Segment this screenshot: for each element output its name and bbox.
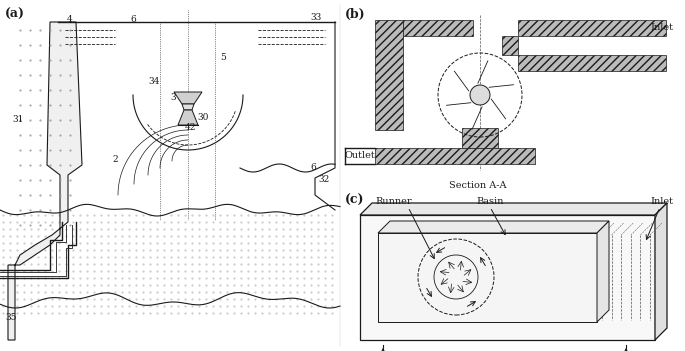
Bar xyxy=(403,20,473,36)
Text: 6: 6 xyxy=(130,14,136,24)
Text: 5: 5 xyxy=(220,53,226,62)
Text: 2: 2 xyxy=(112,155,118,165)
Bar xyxy=(518,55,666,71)
Text: 3: 3 xyxy=(170,93,175,101)
Polygon shape xyxy=(378,233,597,322)
Text: 30: 30 xyxy=(197,113,208,122)
Text: 42: 42 xyxy=(185,124,197,132)
Text: 31: 31 xyxy=(12,115,23,125)
Text: Basin: Basin xyxy=(476,198,503,206)
Text: (b): (b) xyxy=(345,7,366,20)
Bar xyxy=(375,148,535,164)
Polygon shape xyxy=(360,215,655,340)
Polygon shape xyxy=(360,203,667,215)
Bar xyxy=(375,20,403,130)
Bar xyxy=(502,36,518,55)
Polygon shape xyxy=(178,110,198,125)
Text: (c): (c) xyxy=(345,193,364,206)
Text: 34: 34 xyxy=(148,78,160,86)
Text: Inlet: Inlet xyxy=(650,198,673,206)
Text: Runner: Runner xyxy=(375,198,412,206)
Polygon shape xyxy=(182,104,194,110)
Polygon shape xyxy=(8,22,82,340)
Text: 6: 6 xyxy=(310,164,316,172)
Polygon shape xyxy=(655,203,667,340)
Text: Section A-A: Section A-A xyxy=(449,180,507,190)
Bar xyxy=(518,20,666,36)
Text: 35: 35 xyxy=(5,313,16,323)
Text: 32: 32 xyxy=(318,176,329,185)
Text: 4: 4 xyxy=(67,14,73,24)
Circle shape xyxy=(470,85,490,105)
Text: 33: 33 xyxy=(310,13,321,21)
Polygon shape xyxy=(378,221,609,233)
Polygon shape xyxy=(174,92,202,104)
Text: Inlet: Inlet xyxy=(650,24,673,33)
Text: Outlet: Outlet xyxy=(345,152,376,160)
Text: (a): (a) xyxy=(5,7,25,20)
Bar xyxy=(462,128,498,148)
Polygon shape xyxy=(597,221,609,322)
